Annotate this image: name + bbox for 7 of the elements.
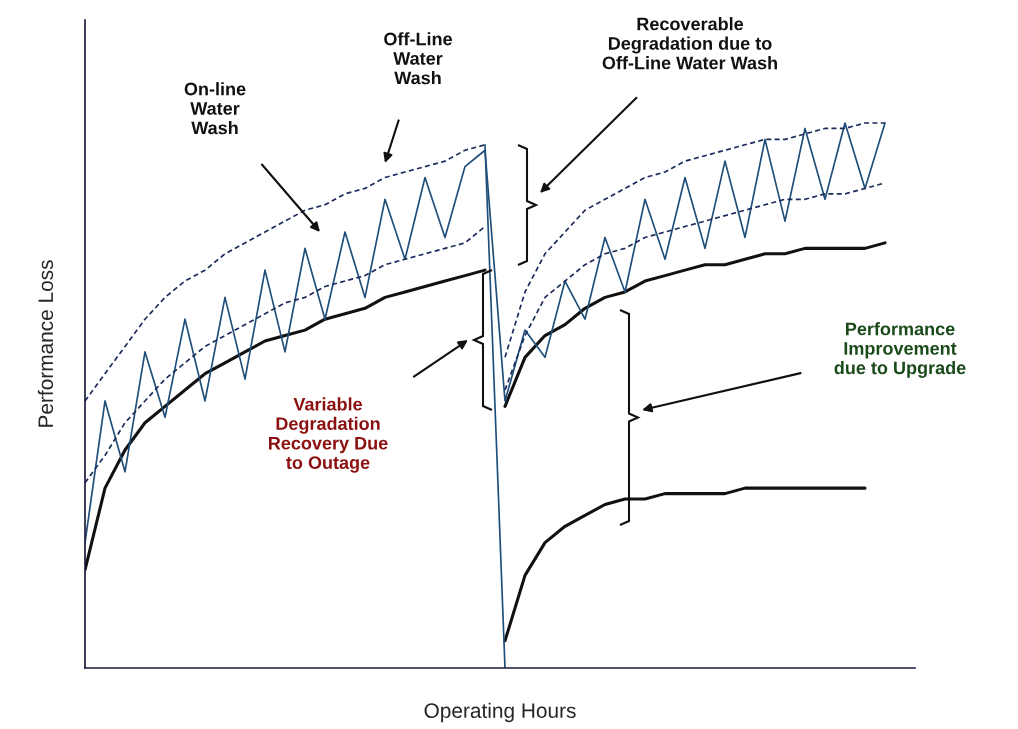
y-axis-title: Performance Loss	[37, 260, 54, 427]
text: Off-Line Water Wash	[384, 32, 452, 85]
annotation: Variable Degradation Recovery Due to Outage	[269, 397, 388, 473]
text: Recoverable Degradation due to Off-Line Water Wash	[602, 17, 777, 70]
annotation: On-line Water Wash	[184, 82, 246, 135]
x-axis-title: Operating Hours	[424, 702, 576, 723]
annotation: Performance Improvement due to Upgrade	[834, 322, 966, 378]
